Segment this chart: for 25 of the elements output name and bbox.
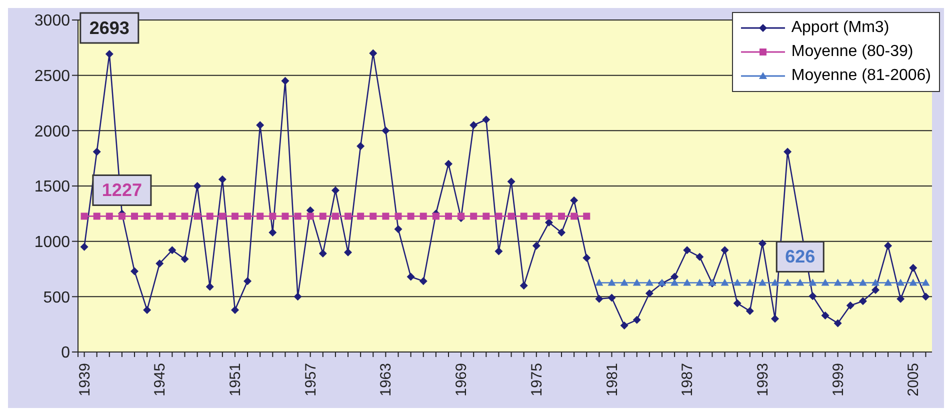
legend-label: Moyenne (80-39) <box>791 43 914 61</box>
y-tick-label: 1500 <box>34 178 70 196</box>
annotation: 1227 <box>102 180 142 200</box>
x-tick-label: 1957 <box>302 363 320 396</box>
y-tick-label: 0 <box>61 344 70 362</box>
legend-label: Moyenne (81-2006) <box>791 67 931 85</box>
y-tick-label: 2000 <box>34 123 70 140</box>
x-tick-label: 1975 <box>528 363 546 396</box>
x-tick-label: 1951 <box>226 363 244 396</box>
x-tick-label: 1939 <box>76 363 94 396</box>
annotation: 2693 <box>89 18 130 38</box>
x-tick-label: 1969 <box>453 363 470 396</box>
y-tick-label: 2500 <box>34 68 70 86</box>
y-tick-label: 3000 <box>34 12 70 30</box>
x-tick-label: 1993 <box>754 363 772 396</box>
x-tick-label: 1963 <box>378 363 395 396</box>
x-tick-label: 1981 <box>604 363 621 396</box>
legend-label: Apport (Mm3) <box>791 19 890 37</box>
x-tick-label: 1945 <box>152 363 169 396</box>
x-tick-label: 2005 <box>905 363 922 396</box>
y-tick-label: 500 <box>43 289 70 306</box>
x-tick-label: 1987 <box>679 363 696 396</box>
x-tick-label: 1999 <box>830 363 847 396</box>
annotation: 626 <box>785 246 816 267</box>
y-tick-label: 1000 <box>34 234 70 252</box>
